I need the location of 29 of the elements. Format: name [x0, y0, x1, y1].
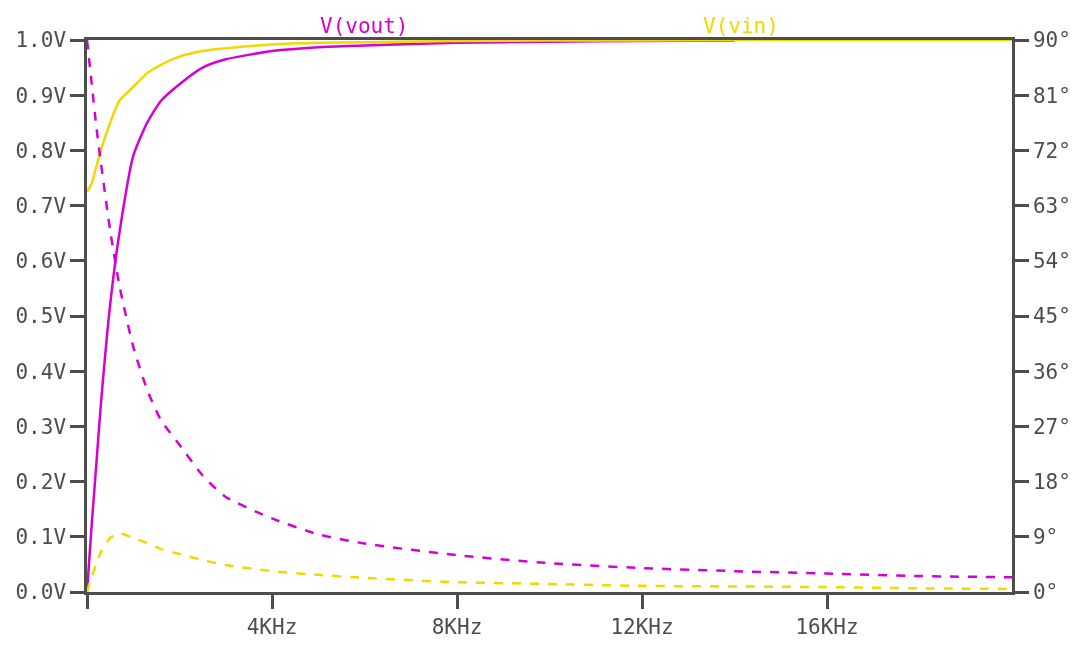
- y2-tick-label: 9°: [1032, 525, 1059, 550]
- x-tick-label: 4KHz: [246, 614, 298, 639]
- y-tick-label: 0.5V: [15, 304, 67, 329]
- x-tick-label: 12KHz: [610, 614, 674, 639]
- x-tick-label: 16KHz: [795, 614, 859, 639]
- y2-tick-label: 63°: [1032, 193, 1071, 218]
- y2-tick-label: 18°: [1032, 469, 1071, 494]
- x-tick-label: 8KHz: [431, 614, 483, 639]
- y2-tick-label: 81°: [1032, 83, 1071, 108]
- y2-tick-label: 36°: [1032, 359, 1071, 384]
- line-series: [87, 40, 1012, 194]
- y-tick-label: 0.2V: [15, 469, 67, 494]
- y-tick-label: 0.0V: [15, 580, 67, 605]
- y-tick-label: 0.9V: [15, 83, 67, 108]
- y2-tick-label: 45°: [1032, 304, 1071, 329]
- y2-tick-label: 0°: [1032, 580, 1059, 605]
- y-tick-label: 0.4V: [15, 359, 67, 384]
- y2-tick-label: 72°: [1032, 138, 1071, 163]
- y2-tick-label: 27°: [1032, 414, 1071, 439]
- y-tick-label: 0.3V: [15, 414, 67, 439]
- y-tick-label: 0.8V: [15, 138, 67, 163]
- y2-tick-label: 54°: [1032, 249, 1071, 274]
- y-tick-label: 0.6V: [15, 249, 67, 274]
- y-tick-label: 0.7V: [15, 193, 67, 218]
- series-label: V(vin): [703, 14, 779, 38]
- y2-tick-label: 90°: [1032, 28, 1071, 53]
- series-label: V(vout): [320, 14, 409, 38]
- y-tick-label: 0.1V: [15, 525, 67, 550]
- y-tick-label: 1.0V: [15, 28, 67, 53]
